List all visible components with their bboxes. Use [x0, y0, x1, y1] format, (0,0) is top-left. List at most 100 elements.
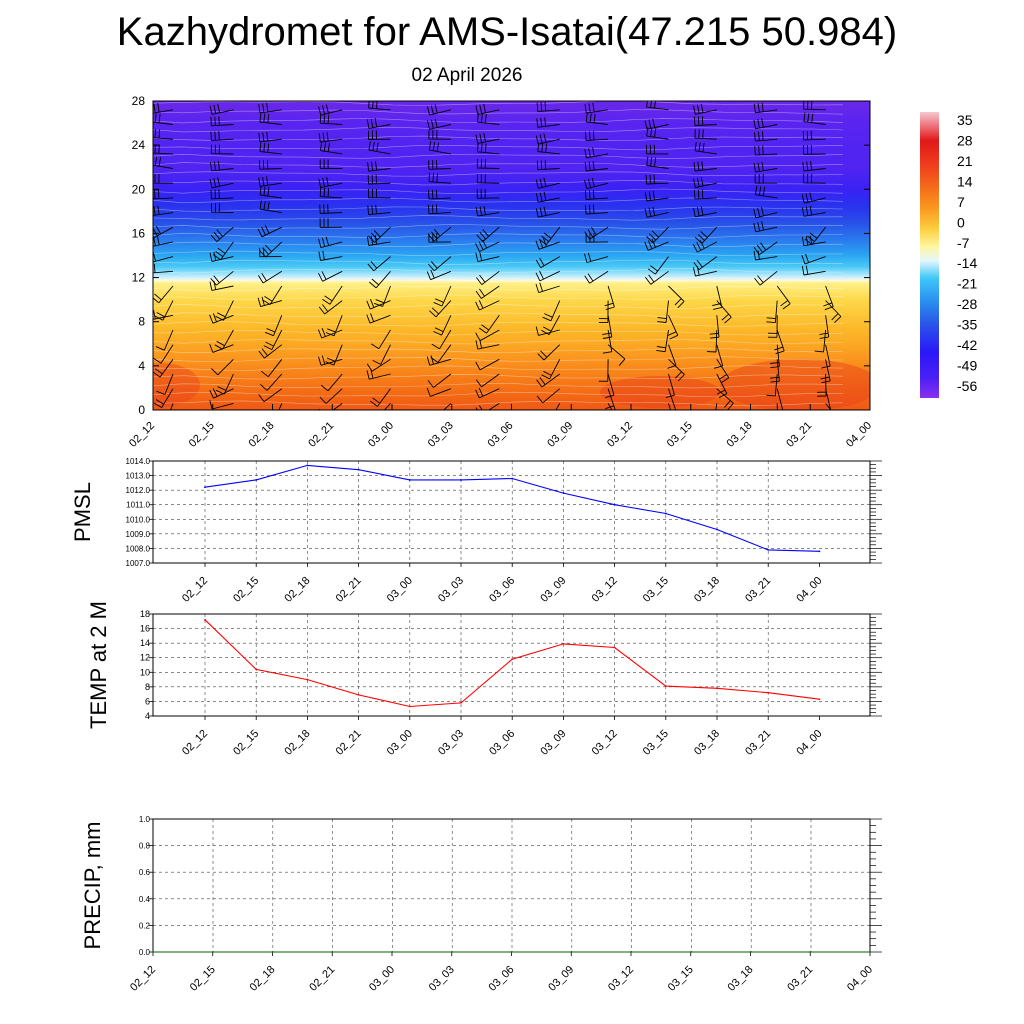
panel-frame: [152, 460, 871, 564]
wind-barb: [585, 204, 609, 215]
data-point: [689, 951, 692, 953]
isotherm: [153, 101, 844, 106]
wind-barb: [585, 131, 609, 142]
y-tick-label: 0.8: [139, 842, 151, 851]
isotherm: [153, 347, 844, 354]
wind-barb: [210, 226, 234, 242]
wind-barb: [475, 387, 500, 399]
isotherm: [153, 321, 844, 327]
wind-barb: [210, 270, 234, 286]
x-tick-label: 03_12: [606, 964, 636, 994]
y-tick-label: 0.0: [139, 948, 151, 957]
page-subtitle: 02 April 2026: [411, 65, 523, 86]
isotherm: [153, 356, 844, 363]
wind-barb: [802, 161, 826, 172]
colorbar-label: -42: [957, 337, 977, 353]
data-point: [818, 550, 821, 553]
x-tick-label: 02_12: [180, 575, 210, 605]
x-tick-label: 02_18: [248, 964, 278, 994]
y-tick-label: 0.6: [139, 868, 151, 877]
wind-barb: [801, 206, 826, 217]
wind-barb: [475, 205, 500, 217]
wind-barb: [776, 403, 778, 410]
wind-barb: [776, 388, 784, 410]
y-tick-label: 1010.0: [126, 515, 151, 524]
wind-barb: [693, 161, 717, 172]
data-point: [255, 668, 258, 671]
wind-barb: [475, 133, 500, 144]
wind-barb: [318, 250, 343, 261]
wind-barb: [754, 174, 778, 184]
wind-barb: [259, 113, 282, 125]
wind-barb: [716, 388, 734, 410]
y-tick-label: 8: [138, 315, 145, 329]
x-tick-label: 04_00: [844, 420, 874, 450]
warm-patch: [720, 359, 870, 410]
x-tick-label: 03_00: [385, 728, 415, 758]
x-tick-label: 02_12: [180, 728, 210, 758]
wind-barb: [210, 116, 234, 127]
x-tick-label: 03_03: [436, 728, 466, 758]
wind-barb: [774, 329, 785, 355]
x-tick-label: 03_21: [743, 728, 773, 758]
wind-barb: [209, 103, 234, 115]
wind-barb: [754, 131, 778, 142]
wind-barb: [825, 300, 842, 324]
wind-barb: [584, 177, 609, 190]
isotherm: [153, 224, 844, 230]
x-tick-label: 02_21: [307, 964, 337, 994]
x-tick-label: 03_06: [487, 728, 517, 758]
panel-frame: [152, 818, 871, 953]
wind-barb: [476, 158, 500, 169]
wind-barb: [366, 358, 391, 372]
wind-barb: [153, 252, 174, 263]
data-point: [613, 503, 616, 506]
wind-barb: [644, 190, 669, 202]
wind-barb: [753, 161, 778, 173]
data-point: [306, 678, 309, 681]
wind-barb: [535, 191, 560, 203]
wind-barb: [319, 218, 343, 228]
wind-barb: [156, 373, 174, 395]
wind-barb: [259, 186, 282, 199]
data-point: [511, 477, 514, 480]
wind-barb: [475, 239, 500, 252]
wind-barb: [475, 358, 500, 371]
wind-barb: [555, 403, 561, 410]
wind-barb: [584, 270, 609, 284]
wind-barb: [753, 102, 778, 114]
wind-barb: [153, 235, 174, 247]
wind-barb: [262, 285, 283, 305]
wind-barb: [428, 204, 451, 215]
wind-barb: [431, 329, 452, 350]
wind-barb: [657, 300, 669, 323]
wind-barb: [319, 159, 343, 169]
wind-barb: [318, 300, 343, 315]
wind-barb: [668, 358, 685, 382]
wind-barb: [366, 313, 391, 324]
wind-barb: [604, 285, 615, 311]
x-tick-label: 03_00: [385, 575, 415, 605]
data-point: [510, 951, 513, 953]
y-tick-label: 16: [132, 226, 146, 240]
wind-barb: [322, 285, 343, 305]
wind-barb: [427, 118, 451, 130]
wind-barb: [801, 253, 826, 265]
wind-barb: [801, 192, 826, 204]
wind-barb: [475, 373, 500, 388]
wind-barb: [369, 271, 391, 289]
wind-barb: [645, 270, 669, 285]
x-tick-label: 02_18: [282, 728, 312, 758]
wind-barb: [426, 104, 452, 116]
wind-barb: [428, 130, 451, 140]
wind-barb: [258, 388, 283, 403]
wind-barb: [210, 131, 234, 142]
wind-barb: [753, 241, 778, 256]
data-point: [357, 468, 360, 471]
wind-barb: [259, 241, 283, 258]
x-tick-label: 02_18: [247, 420, 277, 450]
wind-barb: [475, 339, 500, 350]
wind-barb: [713, 344, 724, 369]
wind-barb: [475, 285, 500, 299]
wind-barb: [776, 285, 791, 310]
